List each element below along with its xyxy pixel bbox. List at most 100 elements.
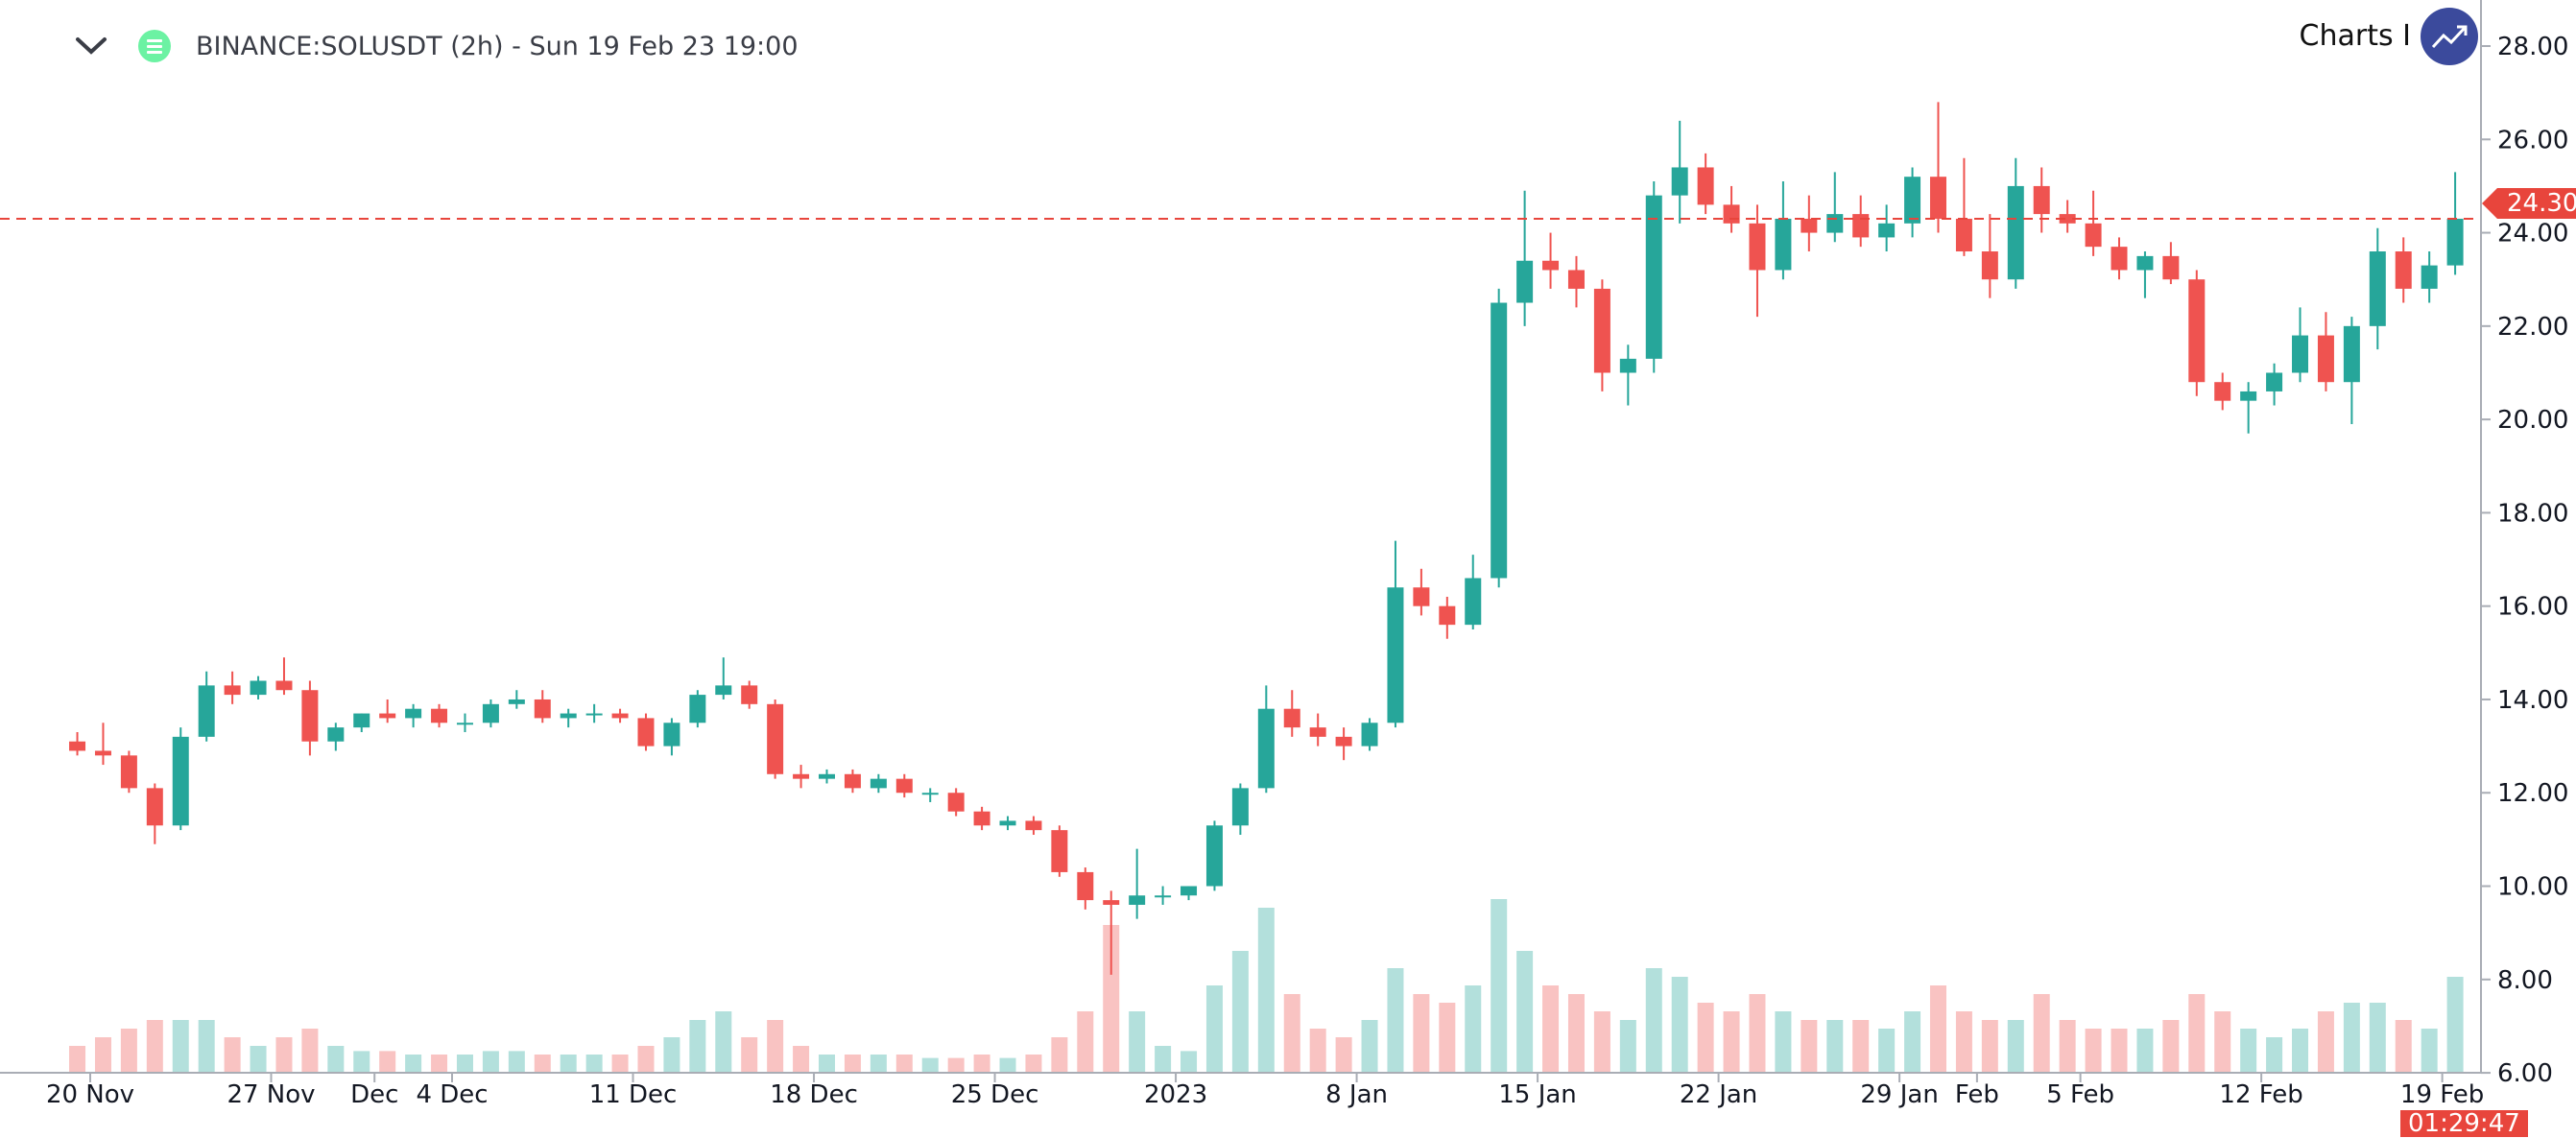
candle-body[interactable] [1723,204,1740,224]
candle-body[interactable] [895,778,913,794]
candle-body[interactable] [1826,214,1844,233]
candle-body[interactable] [534,699,551,719]
candle-body[interactable] [2136,255,2154,271]
candle-body[interactable] [1181,886,1198,896]
candle-body[interactable] [1387,587,1404,723]
candle-body[interactable] [819,773,836,779]
candle-body[interactable] [2343,325,2360,383]
candle-body[interactable] [327,727,345,742]
candle-body[interactable] [1205,825,1223,887]
candle-body[interactable] [1413,587,1430,606]
candle-body[interactable] [1697,167,1714,205]
candle-body[interactable] [508,699,525,704]
candle-body[interactable] [94,750,111,756]
candle-body[interactable] [2369,251,2386,326]
candle-body[interactable] [1309,727,1326,737]
candle-body[interactable] [560,713,577,719]
candle-body[interactable] [353,713,370,728]
candle-body[interactable] [2317,335,2334,383]
candle-body[interactable] [1671,167,1688,196]
candle-body[interactable] [1025,820,1042,831]
candle-body[interactable] [1801,218,1818,233]
candle-body[interactable] [611,713,629,719]
candle-body[interactable] [301,690,319,742]
time-axis[interactable]: 20 Nov 27 Nov Dec 4 Dec 11 Dec 18 Dec 25 Dec 20… [46,1073,2484,1109]
candle-body[interactable] [1361,723,1378,747]
candle-body[interactable] [2059,214,2076,224]
candle-body[interactable] [1852,214,1870,238]
candle-body[interactable] [2266,372,2283,391]
candle-body[interactable] [1749,223,1766,271]
candle-body[interactable] [1439,605,1456,626]
candle-body[interactable] [198,685,215,737]
candle-body[interactable] [2446,218,2464,266]
candle-body[interactable] [2395,251,2412,289]
candle-body[interactable] [120,755,137,789]
candle-body[interactable] [1155,895,1172,898]
candle-body[interactable] [637,718,655,747]
candle-body[interactable] [1542,260,1560,271]
candle-body[interactable] [1955,218,1972,252]
candle-body[interactable] [2421,265,2438,289]
candle-body[interactable] [431,708,448,723]
candle-body[interactable] [275,680,293,691]
brand-trend-icon[interactable] [2421,8,2478,65]
candle-body[interactable] [1775,218,1792,271]
collapse-chevron-icon[interactable] [67,27,115,65]
candle-body[interactable] [947,793,965,812]
candle-body[interactable] [767,703,784,774]
candle-body[interactable] [921,793,939,795]
candle-body[interactable] [2033,185,2050,215]
candle-body[interactable] [224,685,241,696]
candle-body[interactable] [250,680,267,696]
candle-body[interactable] [1257,708,1275,789]
candle-body[interactable] [1335,736,1352,747]
candle-body[interactable] [1593,288,1610,373]
candle-body[interactable] [793,773,810,779]
candle-body[interactable] [1878,223,1896,238]
candle-body[interactable] [1051,830,1068,872]
candle-body[interactable] [1283,708,1300,728]
candle-body[interactable] [844,773,861,789]
candle-body[interactable] [1231,788,1249,826]
candle-body[interactable] [585,713,603,716]
candle-body[interactable] [715,685,732,696]
candle-body[interactable] [1516,260,1534,303]
candle-body[interactable] [2214,382,2231,401]
candle-body[interactable] [69,741,86,751]
candle-body[interactable] [2111,247,2128,271]
candle-body[interactable] [2240,391,2257,401]
candle-body[interactable] [973,811,990,826]
candle-body[interactable] [146,788,163,826]
candle-body[interactable] [172,736,189,826]
candle-body[interactable] [663,723,680,747]
candle-body[interactable] [1619,358,1636,373]
candle-body[interactable] [405,708,422,719]
candle-body[interactable] [1645,195,1662,359]
candle-body[interactable] [2292,335,2309,373]
candle-body[interactable] [2188,279,2206,383]
candle-body[interactable] [1129,895,1146,905]
candle-body[interactable] [1491,302,1508,579]
candle-body[interactable] [689,695,706,723]
price-tick-label: 24.00 [2497,220,2568,249]
candle-body[interactable] [456,723,473,725]
candle-body[interactable] [2162,255,2180,280]
price-axis[interactable]: 6.00 8.00 10.00 12.00 14.00 16.00 18.00 20.00 22… [2481,33,2568,1088]
candle-body[interactable] [1465,578,1482,626]
candle-body[interactable] [1567,270,1585,289]
candle-body[interactable] [999,820,1016,826]
candle-body[interactable] [2085,223,2102,248]
candle-body[interactable] [379,713,396,719]
candle-body[interactable] [870,778,887,789]
candle-body[interactable] [1929,177,1946,219]
candle-body[interactable] [2007,185,2024,280]
candle-body[interactable] [741,685,758,704]
candle-body[interactable] [1904,177,1921,224]
candle-body[interactable] [1981,251,1998,280]
candle-body[interactable] [482,703,499,723]
candle-body[interactable] [1077,871,1094,901]
volume-bar [1801,1020,1818,1072]
candle-body[interactable] [1103,900,1120,905]
